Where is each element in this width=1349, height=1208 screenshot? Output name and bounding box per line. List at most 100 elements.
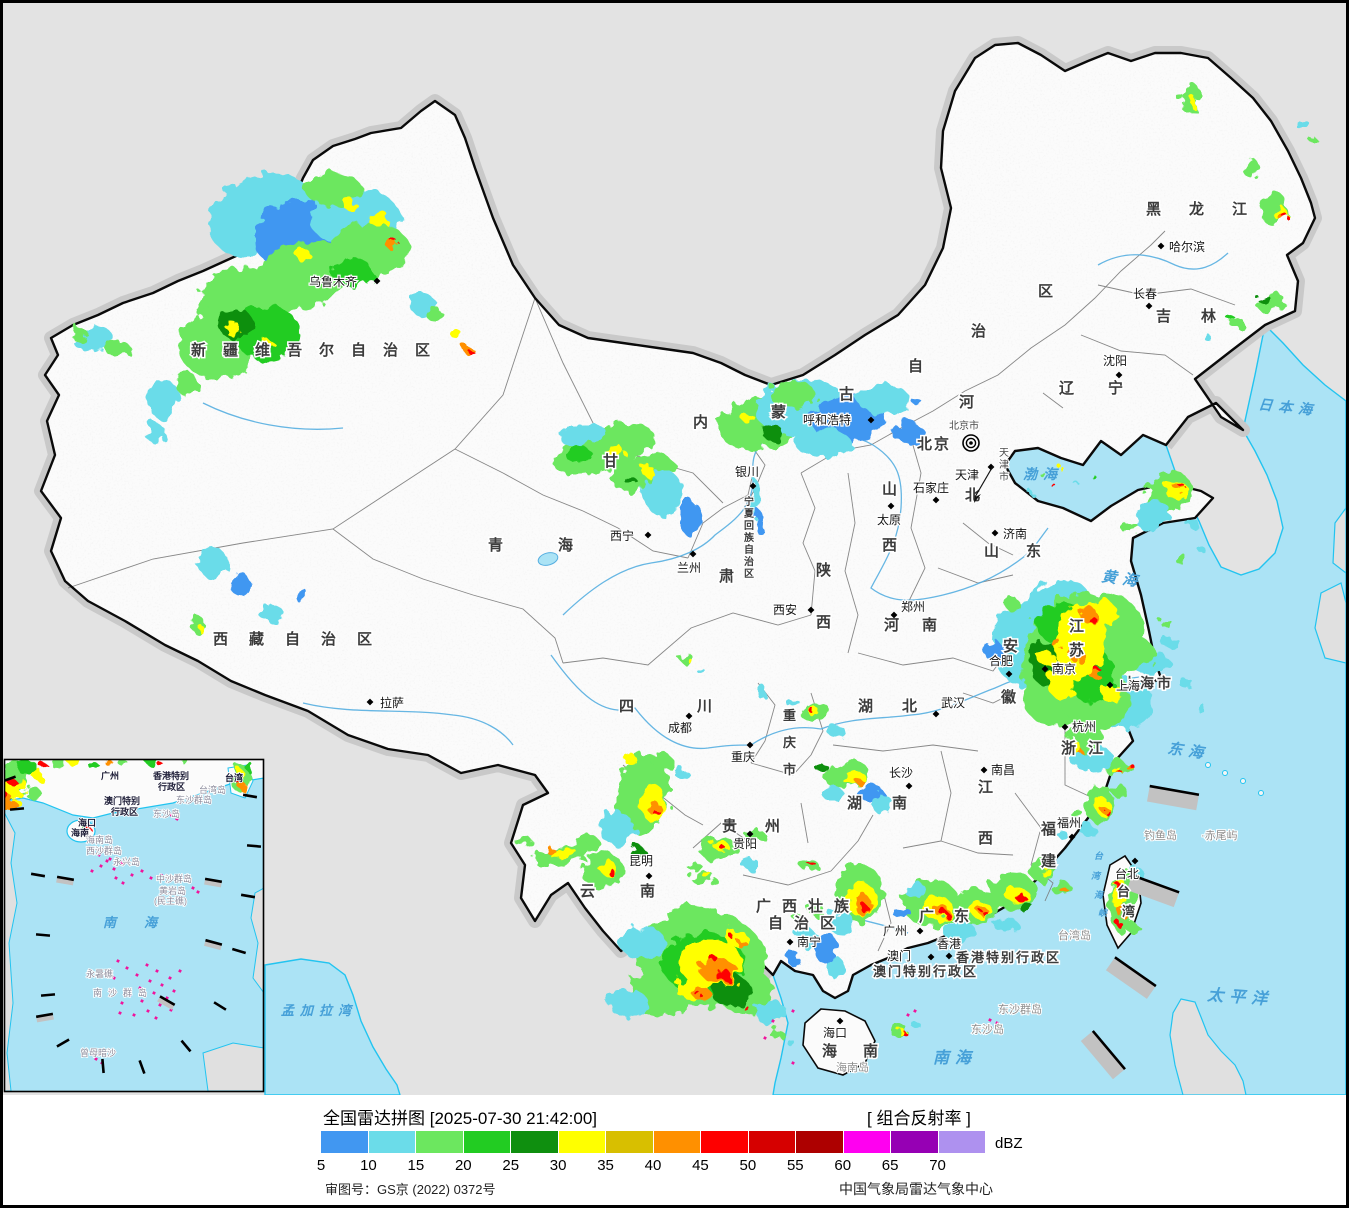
inset-label: 曾母暗沙 — [80, 1047, 116, 1058]
inset-dash-line — [4, 775, 262, 1075]
dash-line-segment — [9, 807, 25, 811]
inset-island-mark — [160, 983, 164, 987]
inset-radar-echo — [15, 779, 27, 791]
radar-echo — [742, 415, 756, 423]
province-label: 西 — [816, 614, 831, 631]
province-label: 黑龙江 — [1146, 200, 1275, 218]
radar-echo — [608, 989, 648, 1017]
city-marker — [1041, 665, 1049, 673]
city-marker — [366, 698, 374, 706]
province-label: 宁 — [744, 495, 754, 508]
city-label: 兰州 — [677, 561, 701, 575]
city-marker — [746, 830, 754, 838]
inset-island-mark — [128, 993, 132, 997]
inset-island-mark — [135, 973, 139, 977]
inset-gray-bar-line — [56, 875, 75, 882]
dash-line-segment — [246, 844, 262, 848]
sea-label: 台 — [1094, 851, 1109, 861]
radar-echo — [1004, 596, 1018, 610]
radar-echo — [606, 445, 624, 457]
island-label: 东沙岛 — [971, 1022, 1004, 1036]
city-label: 太原 — [877, 512, 901, 527]
capital-bullseye-icon — [962, 434, 980, 452]
dash-line-segment — [40, 993, 56, 997]
radar-echo — [709, 955, 717, 961]
radar-echo — [1308, 136, 1316, 142]
city-label: 昆明 — [629, 854, 653, 868]
province-label: 自 — [744, 543, 754, 556]
city-label: 天津 — [955, 468, 979, 482]
city-marker — [373, 277, 381, 285]
radar-echo — [1118, 904, 1126, 918]
radar-echo — [1087, 615, 1095, 621]
municipality-label: 天 — [999, 448, 1009, 459]
inset-radar-echo — [25, 787, 41, 799]
inset-gray-bar-body — [157, 996, 175, 1010]
city-label: 哈尔滨 — [1169, 239, 1205, 254]
legend-tick: 10 — [360, 1157, 377, 1174]
dash-line-segment — [101, 1058, 105, 1074]
radar-echo — [1096, 669, 1102, 673]
inset-label: 东沙岛 — [153, 808, 180, 819]
capital-bullseye-icon — [962, 434, 980, 452]
province-label: 辽宁 — [1059, 379, 1157, 397]
legend-tick: 30 — [549, 1157, 567, 1174]
province-label: 福 — [1040, 820, 1056, 838]
province-label: 青海 — [488, 536, 628, 554]
japan-land — [1332, 506, 1346, 574]
inset-island-mark — [121, 881, 125, 885]
radar-echo — [623, 754, 637, 764]
city-label: 石家庄 — [913, 480, 949, 495]
radar-echo-layer — [70, 84, 1316, 1074]
province-label: 西藏自治区 — [213, 630, 393, 648]
radar-echo — [730, 935, 734, 939]
radar-echo — [224, 323, 242, 335]
inset-gray-bar — [204, 877, 223, 888]
city-label: 合肥 — [989, 653, 1013, 668]
radar-echo — [1081, 825, 1097, 837]
legend-tick: 45 — [692, 1157, 709, 1174]
city-label: 贵阳 — [733, 837, 757, 851]
radar-echo — [426, 309, 444, 321]
agency-credit: 中国气象局雷达气象中心 — [839, 1181, 993, 1197]
inset-label: 黄岩岛 — [159, 885, 186, 896]
radar-echo — [1115, 881, 1121, 889]
inset-island-mark — [108, 989, 112, 993]
radar-echo — [663, 905, 719, 941]
radar-echo — [712, 840, 728, 850]
radar-echo — [680, 501, 702, 537]
inset-island-mark — [140, 869, 144, 873]
city-label: 福州 — [1057, 815, 1081, 830]
inset-island-mark — [112, 867, 116, 871]
radar-echo — [1074, 746, 1080, 750]
city-marker — [916, 927, 924, 935]
radar-echo — [702, 872, 712, 878]
inset-island-mark — [172, 989, 176, 993]
province-label: 山 — [882, 481, 897, 498]
radar-echo — [692, 986, 710, 1000]
radar-echo — [449, 329, 461, 337]
inset-island-mark — [175, 817, 179, 821]
dash-line-segment — [138, 1059, 146, 1075]
city-marker — [746, 741, 754, 749]
city-label: 呼和浩特 — [803, 412, 851, 427]
province-label: 区 — [744, 568, 754, 580]
province-label: 肃 — [719, 567, 734, 585]
radar-echo — [814, 932, 838, 964]
radar-echo — [560, 423, 606, 447]
legend-color-segment — [606, 1131, 654, 1153]
city-label: 香港 — [937, 937, 961, 951]
radar-echo — [628, 846, 646, 860]
radar-echo — [904, 1033, 908, 1037]
inset-radar-echo — [9, 779, 17, 787]
radar-echo — [786, 951, 800, 965]
radar-echo — [1100, 684, 1122, 702]
inset-china-coast-land — [4, 759, 264, 819]
province-label: 澳门特别行政区 — [873, 964, 978, 979]
radar-echo — [715, 969, 731, 981]
city-label: 郑州 — [901, 599, 925, 614]
map-title: 全国雷达拼图 [2025-07-30 21:42:00] — [323, 1109, 598, 1128]
island-mark — [995, 1021, 999, 1025]
inset-label: 海南岛 — [86, 834, 113, 845]
